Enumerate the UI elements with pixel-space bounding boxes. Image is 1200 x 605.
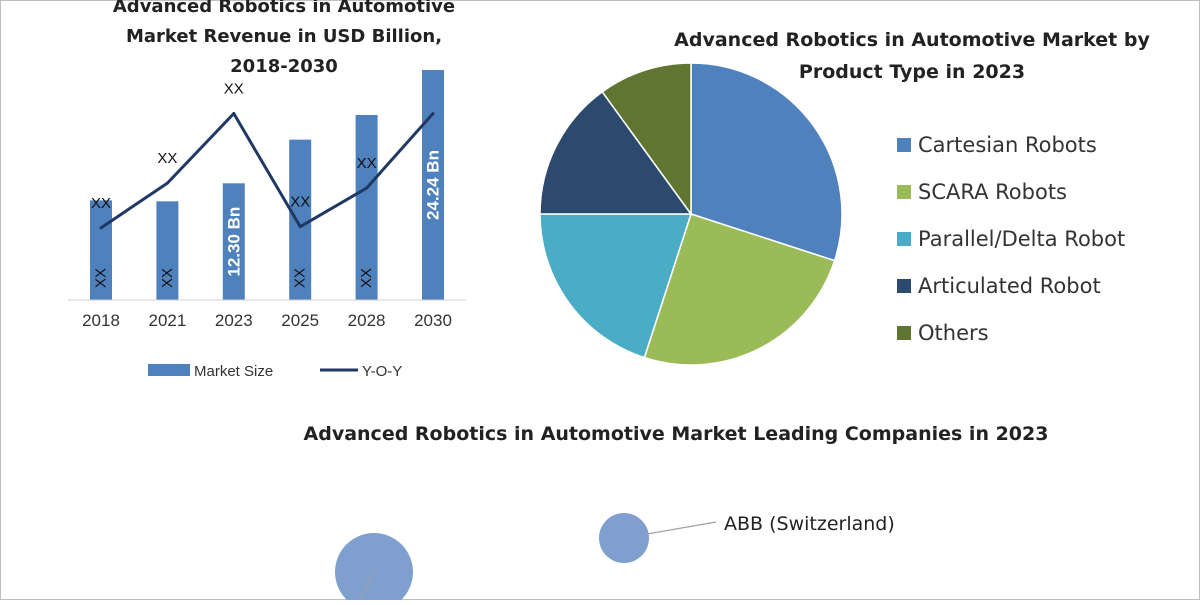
company-bubble-abb bbox=[599, 513, 649, 563]
revenue-chart: Advanced Robotics in Automotive Market R… bbox=[68, 0, 466, 380]
legend-swatch-market-size bbox=[148, 364, 190, 376]
pie-legend-swatch-parallel-delta-robot bbox=[897, 232, 911, 246]
bar-label-2030: 24.24 Bn bbox=[424, 150, 443, 220]
bar-2021 bbox=[156, 201, 179, 300]
bar-2023 bbox=[222, 183, 245, 300]
pie-legend: Cartesian Robots SCARA Robots Parallel/Del… bbox=[897, 133, 1125, 345]
x-tick-2018: 2018 bbox=[82, 311, 120, 330]
bar-label-2018: XX bbox=[93, 268, 110, 288]
product-type-chart: Advanced Robotics in Automotive Market b… bbox=[539, 29, 1150, 366]
legend-label-yoy: Y-O-Y bbox=[362, 363, 402, 380]
bar-label-2025: XX bbox=[292, 268, 309, 288]
x-tick-2021: 2021 bbox=[148, 311, 186, 330]
pie-legend-label-parallel-delta-robot: Parallel/Delta Robot bbox=[918, 227, 1125, 251]
pie-legend-label-scara-robots: SCARA Robots bbox=[918, 180, 1067, 204]
company-bubble-large bbox=[335, 533, 413, 605]
pie-legend-label-articulated-robot: Articulated Robot bbox=[918, 274, 1101, 298]
pie-slice-parallel-delta-robot bbox=[539, 213, 693, 359]
pie-slice-articulated-robot bbox=[539, 90, 693, 215]
pie-slice-cartesian-robots bbox=[690, 62, 843, 262]
x-tick-2030: 2030 bbox=[414, 311, 452, 330]
revenue-chart-title-line-3: 2018-2030 bbox=[230, 56, 338, 77]
yoy-point-2023 bbox=[232, 112, 236, 116]
bar-2028 bbox=[355, 114, 378, 300]
yoy-line bbox=[100, 112, 435, 230]
pie-legend-label-cartesian-robots: Cartesian Robots bbox=[918, 133, 1097, 157]
company-leader-line-large bbox=[359, 571, 375, 601]
pie-slice-scara-robots bbox=[643, 213, 836, 366]
bar-2030 bbox=[422, 70, 444, 300]
revenue-chart-title-line-1: Advanced Robotics in Automotive bbox=[113, 0, 455, 17]
x-tick-2023: 2023 bbox=[215, 311, 253, 330]
pie-chart-title-line-2: Product Type in 2023 bbox=[799, 61, 1025, 83]
bar-label-2023: 12.30 Bn bbox=[224, 207, 243, 277]
yoy-point-2030 bbox=[431, 112, 435, 116]
yoy-point-2021 bbox=[165, 181, 169, 185]
yoy-label-2021: XX bbox=[157, 150, 177, 167]
legend-label-market-size: Market Size bbox=[194, 363, 273, 380]
pie bbox=[539, 62, 843, 366]
pie-chart-title-line-1: Advanced Robotics in Automotive Market b… bbox=[674, 29, 1150, 51]
yoy-point-2018 bbox=[99, 226, 103, 230]
yoy-label-2023: XX bbox=[224, 81, 244, 98]
bar-2025 bbox=[289, 139, 312, 300]
yoy-label-2018: XX bbox=[91, 195, 111, 212]
revenue-chart-legend: Market Size Y-O-Y bbox=[148, 363, 402, 380]
yoy-label-2028: XX bbox=[357, 155, 377, 172]
leading-companies-chart: Advanced Robotics in Automotive Market L… bbox=[304, 423, 1049, 605]
yoy-point-2028 bbox=[365, 186, 369, 190]
yoy-point-2025 bbox=[298, 225, 302, 229]
bar-label-2021: XX bbox=[159, 268, 176, 288]
pie-slice-others bbox=[601, 62, 692, 217]
pie-legend-swatch-cartesian-robots bbox=[897, 138, 911, 152]
company-label-abb: ABB (Switzerland) bbox=[724, 513, 895, 535]
yoy-label-2025: XX bbox=[290, 194, 310, 211]
companies-chart-title: Advanced Robotics in Automotive Market L… bbox=[304, 423, 1049, 445]
revenue-chart-title-line-2: Market Revenue in USD Billion, bbox=[126, 26, 442, 47]
bar-label-2028: XX bbox=[358, 268, 375, 288]
pie-legend-label-others: Others bbox=[918, 321, 989, 345]
pie-legend-swatch-articulated-robot bbox=[897, 279, 911, 293]
pie-legend-swatch-scara-robots bbox=[897, 185, 911, 199]
x-tick-2025: 2025 bbox=[281, 311, 319, 330]
x-tick-2028: 2028 bbox=[348, 311, 386, 330]
line-series-yoy: XX XX XX XX XX bbox=[91, 81, 435, 230]
x-axis-ticks: 2018 2021 2023 2025 2028 2030 bbox=[82, 311, 452, 330]
pie-legend-swatch-others bbox=[897, 326, 911, 340]
